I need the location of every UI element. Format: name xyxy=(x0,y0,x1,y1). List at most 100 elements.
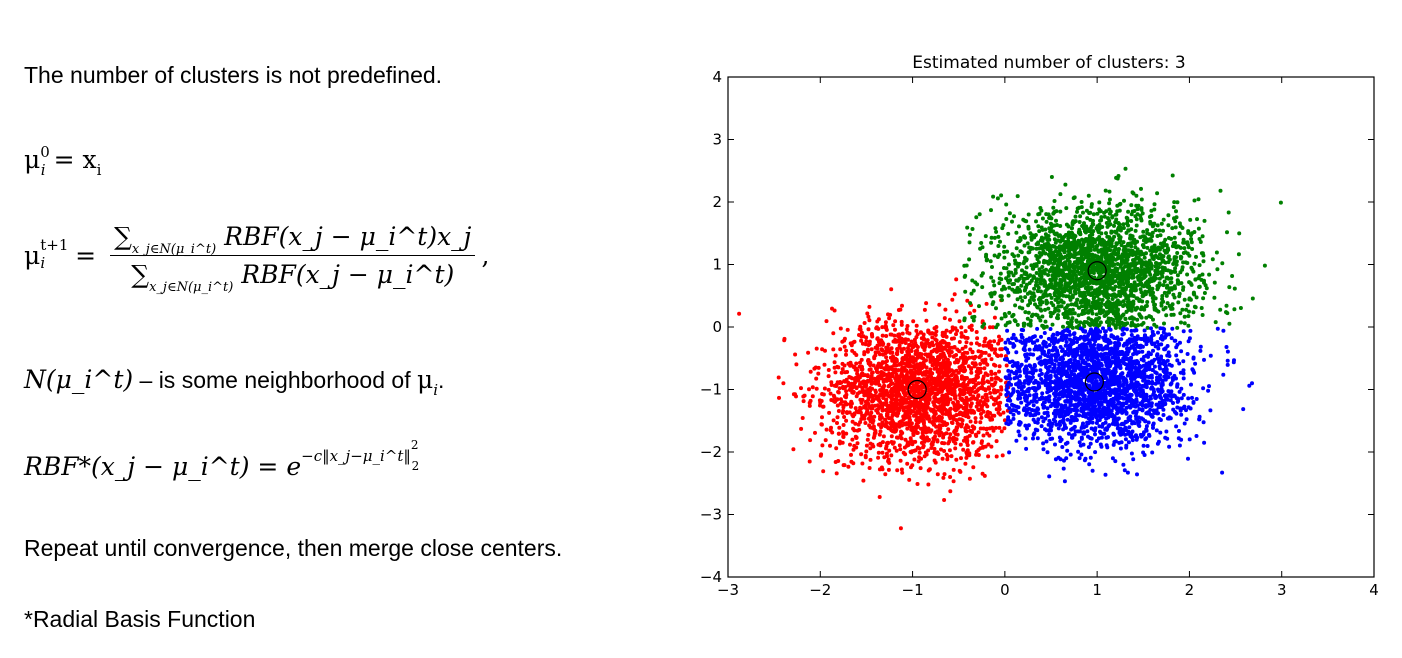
scatter-point xyxy=(1142,268,1147,273)
scatter-point xyxy=(1067,274,1072,279)
scatter-point xyxy=(1122,302,1127,307)
scatter-point xyxy=(1036,289,1040,294)
scatter-point xyxy=(954,309,959,314)
scatter-point xyxy=(1152,302,1157,307)
scatter-point xyxy=(912,365,917,370)
scatter-point xyxy=(942,420,947,425)
scatter-point xyxy=(1112,229,1117,234)
scatter-point xyxy=(1159,301,1164,306)
scatter-point xyxy=(1138,287,1143,292)
scatter-point xyxy=(1073,240,1078,245)
scatter-point xyxy=(1048,229,1053,234)
scatter-point xyxy=(994,229,999,234)
scatter-point xyxy=(903,452,908,457)
scatter-point xyxy=(898,447,903,452)
scatter-point xyxy=(852,364,857,369)
scatter-point xyxy=(880,450,885,455)
scatter-point xyxy=(1106,318,1111,322)
scatter-point xyxy=(818,453,823,458)
scatter-point xyxy=(947,362,952,366)
scatter-point xyxy=(844,395,848,400)
scatter-point xyxy=(967,240,972,245)
scatter-point xyxy=(844,410,849,415)
scatter-point xyxy=(972,385,977,390)
scatter-point xyxy=(1023,310,1028,315)
scatter-point xyxy=(907,477,912,482)
scatter-point xyxy=(874,369,879,374)
scatter-point xyxy=(1071,196,1076,201)
scatter-point xyxy=(1050,322,1055,327)
scatter-point xyxy=(979,441,984,445)
scatter-point xyxy=(1036,212,1041,217)
scatter-point xyxy=(973,361,978,366)
scatter-point xyxy=(967,311,972,316)
scatter-point xyxy=(842,415,847,419)
scatter-point xyxy=(1053,297,1058,302)
scatter-point xyxy=(1141,229,1146,234)
scatter-point xyxy=(1181,329,1186,334)
scatter-point xyxy=(864,335,869,340)
scatter-point xyxy=(1112,302,1117,307)
scatter-point xyxy=(1160,265,1165,270)
scatter-point xyxy=(989,372,994,376)
scatter-point xyxy=(1166,213,1171,218)
scatter-point xyxy=(1001,410,1006,415)
scatter-point xyxy=(904,372,909,377)
scatter-point xyxy=(999,294,1004,299)
scatter-point xyxy=(880,325,885,330)
scatter-point xyxy=(1063,254,1068,259)
scatter-point xyxy=(781,381,786,386)
scatter-point xyxy=(963,387,968,392)
scatter-point xyxy=(1048,247,1053,252)
scatter-point xyxy=(974,373,979,378)
scatter-point xyxy=(974,452,979,457)
scatter-point xyxy=(941,435,946,440)
scatter-point xyxy=(1050,265,1054,270)
update-fraction: ∑x_j∈N(μ_i^t) RBF(x_j − μ_i^t)x_j ∑x_j∈N… xyxy=(110,222,476,295)
scatter-point xyxy=(899,467,904,472)
scatter-point xyxy=(926,374,931,379)
scatter-point xyxy=(985,373,990,378)
scatter-point xyxy=(822,362,827,367)
scatter-point xyxy=(919,456,924,461)
scatter-point xyxy=(1049,285,1054,290)
scatter-point xyxy=(937,431,941,436)
scatter-point xyxy=(862,321,867,325)
scatter-point xyxy=(1036,224,1041,229)
scatter-point xyxy=(1088,322,1092,327)
scatter-point xyxy=(1014,230,1019,235)
scatter-point xyxy=(906,362,911,367)
scatter-point xyxy=(965,408,970,413)
scatter-point xyxy=(1113,252,1118,257)
scatter-point xyxy=(983,357,988,362)
scatter-point xyxy=(940,339,945,344)
scatter-point xyxy=(914,323,919,328)
scatter-point xyxy=(989,294,994,299)
scatter-point xyxy=(926,448,931,453)
scatter-point xyxy=(1060,268,1065,273)
scatter-point xyxy=(893,397,898,402)
scatter-point xyxy=(935,391,940,396)
scatter-point xyxy=(1119,253,1124,258)
scatter-point xyxy=(1091,296,1096,301)
scatter-point xyxy=(1048,314,1053,319)
scatter-point xyxy=(1142,307,1147,312)
scatter-point xyxy=(1097,316,1102,320)
scatter-point xyxy=(997,334,1001,339)
scatter-point xyxy=(905,405,910,409)
scatter-point xyxy=(849,452,853,457)
scatter-point xyxy=(930,376,935,381)
scatter-point xyxy=(958,411,963,416)
scatter-point xyxy=(964,263,969,268)
scatter-point xyxy=(1156,265,1161,270)
scatter-point xyxy=(1110,281,1115,285)
scatter-point xyxy=(909,369,914,374)
scatter-point xyxy=(828,443,832,448)
scatter-point xyxy=(1227,285,1232,290)
scatter-point xyxy=(808,438,813,443)
scatter-point xyxy=(1108,243,1113,248)
scatter-point xyxy=(1099,257,1104,262)
scatter-point xyxy=(880,333,885,338)
scatter-point xyxy=(933,381,938,386)
scatter-point xyxy=(1236,252,1241,257)
